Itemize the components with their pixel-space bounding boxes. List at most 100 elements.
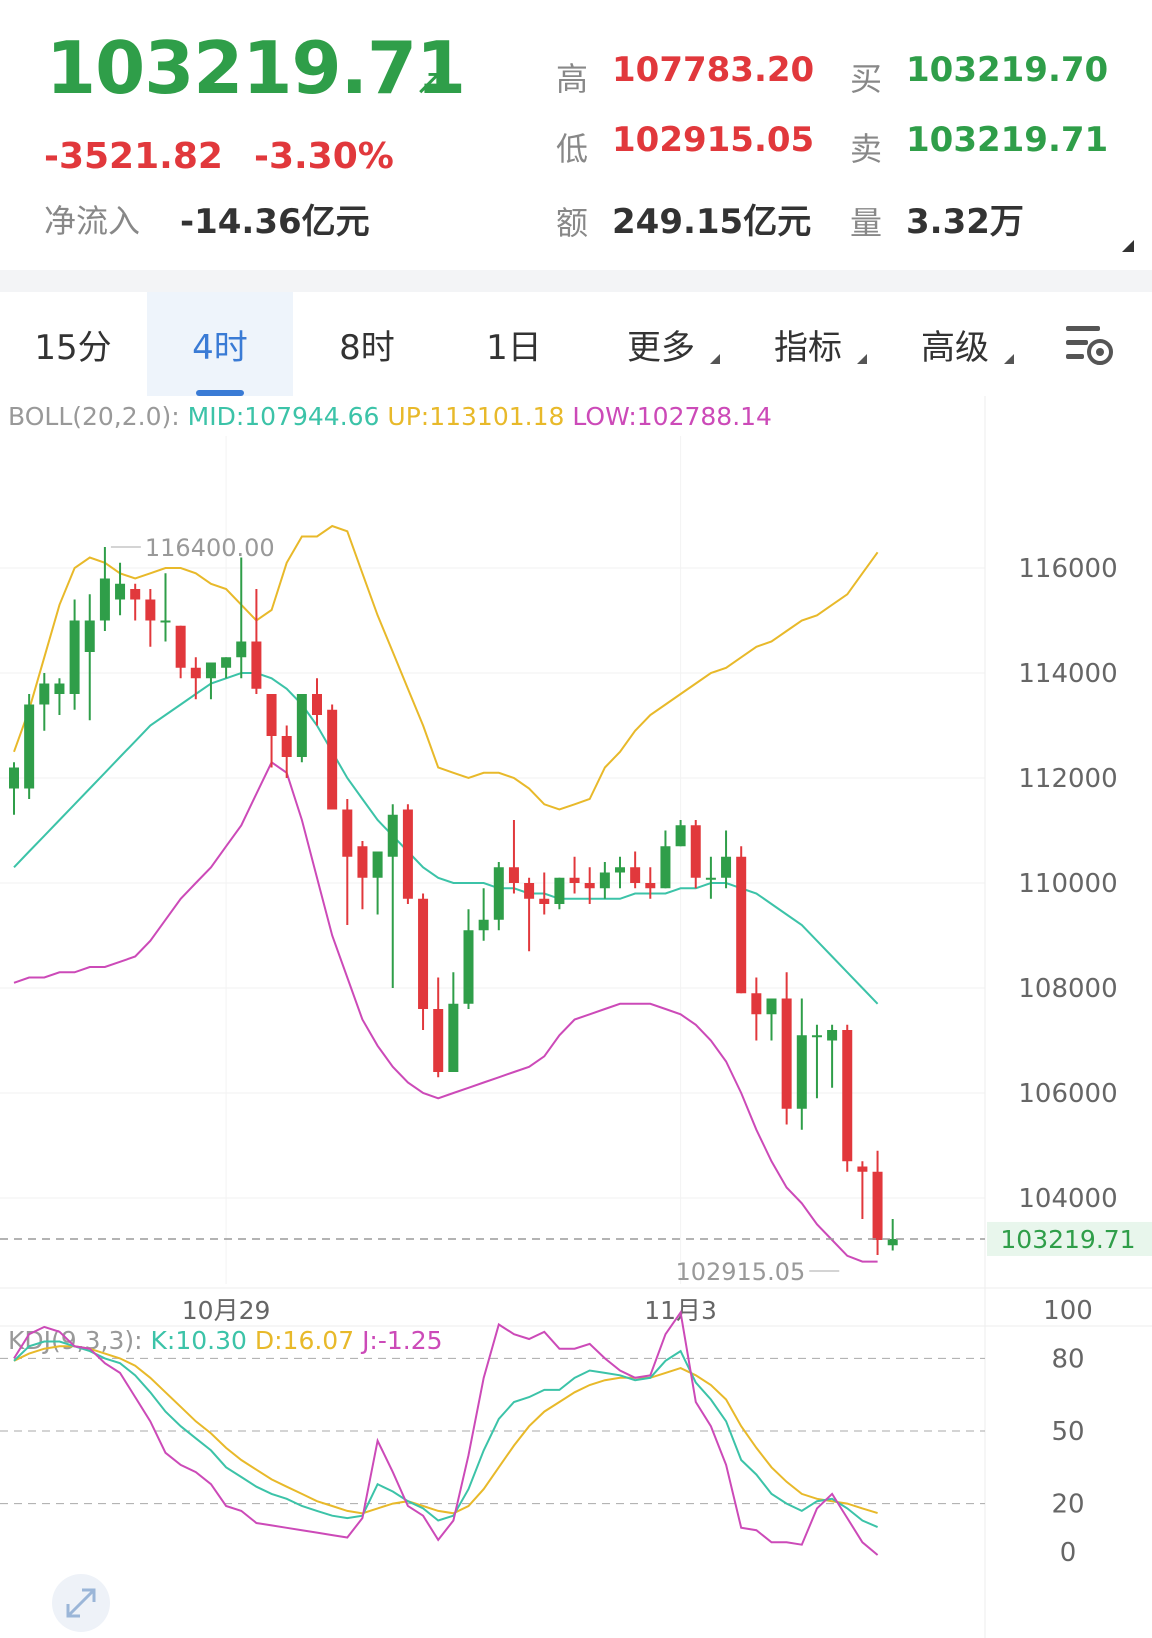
time-axis-label: 11月3	[644, 1296, 717, 1325]
current-price-tag-label: 103219.71	[1000, 1225, 1135, 1254]
boll-mid-line	[13, 672, 879, 1005]
kdj-k-line	[13, 1340, 878, 1529]
stat-label-high: 高	[556, 60, 589, 98]
kdj-legend: KDJ(9,3,3): K:10.30 D:16.07 J:-1.25	[8, 1326, 443, 1355]
expand-quote-icon[interactable]	[1122, 240, 1134, 252]
stat-label-amount: 额	[556, 204, 589, 242]
candle-body	[205, 662, 216, 679]
stat-value-amount: 249.15亿元	[612, 202, 812, 242]
time-axis-label: 10月29	[182, 1296, 271, 1325]
chart-settings-icon[interactable]	[1064, 320, 1116, 368]
candle-body	[584, 883, 595, 889]
tab-8h[interactable]: 8时	[294, 292, 440, 396]
candle-body	[251, 641, 262, 689]
boll-upper-line	[13, 524, 879, 811]
candle-body	[312, 694, 322, 715]
stat-label-volume: 量	[850, 204, 883, 242]
stat-value-ask: 103219.71	[906, 120, 1109, 160]
boll-legend-name: BOLL(20,2.0):	[8, 402, 180, 431]
kdj-j-line	[13, 1309, 879, 1556]
candle-body	[736, 856, 747, 994]
tab-15min[interactable]: 15分	[0, 292, 146, 396]
stat-label-bid: 买	[850, 60, 883, 98]
price-axis-tick-label: 114000	[1018, 659, 1117, 689]
candle-body	[524, 883, 535, 899]
kdj-axis-tick-label: 20	[1051, 1490, 1084, 1520]
price-change-percent: -3.30%	[254, 136, 394, 177]
tab-advanced[interactable]: 高级	[882, 292, 1028, 396]
dropdown-caret-icon	[1004, 354, 1014, 364]
candle-body	[887, 1238, 898, 1246]
stat-value-high: 107783.20	[612, 50, 815, 90]
dropdown-caret-icon	[857, 354, 867, 364]
fullscreen-button[interactable]	[52, 1574, 110, 1632]
candle-body	[599, 872, 610, 889]
candle-body	[296, 694, 307, 757]
stat-label-low: 低	[556, 130, 589, 168]
candle-body	[660, 846, 671, 889]
candle-body	[630, 867, 641, 883]
candle-body	[766, 998, 777, 1015]
kdj-axis-tick-label: 80	[1051, 1344, 1084, 1374]
tab-label: 指标	[774, 327, 842, 368]
candle-body	[448, 1003, 459, 1072]
candle-body	[433, 1009, 444, 1072]
boll-lower-line	[13, 760, 878, 1263]
dropdown-caret-icon	[710, 354, 720, 364]
candle-body	[236, 641, 247, 658]
current-price-tag	[987, 1221, 1152, 1256]
candle-body	[857, 1166, 868, 1172]
kdj-axis-tick-label: 50	[1051, 1417, 1084, 1447]
quote-header: 103219.71 ↗ -3521.82 -3.30% 净流入 -14.36亿元…	[0, 0, 1152, 270]
candle-body	[160, 620, 171, 623]
candle-body	[675, 825, 686, 847]
arrow-up-right-icon: ↗	[414, 62, 445, 103]
candle-body	[493, 867, 504, 920]
candle-body	[781, 998, 792, 1109]
candle-body	[811, 1035, 822, 1038]
net-inflow-value: -14.36亿元	[180, 202, 370, 242]
tab-more[interactable]: 更多	[588, 292, 734, 396]
tab-indicators[interactable]: 指标	[735, 292, 881, 396]
boll-legend-mid: MID:107944.66	[187, 402, 380, 431]
price-axis-tick-label: 106000	[1018, 1079, 1117, 1109]
boll-legend-low: LOW:102788.14	[572, 402, 772, 431]
candle-body	[418, 898, 429, 1009]
candle-body	[175, 625, 186, 668]
active-tab-indicator	[196, 390, 244, 396]
boll-legend-up: UP:113101.18	[387, 402, 565, 431]
candle-body	[145, 599, 156, 621]
candle-body	[690, 825, 701, 878]
tab-label: 15分	[34, 327, 112, 368]
tab-4h[interactable]: 4时	[147, 292, 293, 396]
candle-body	[387, 814, 398, 857]
candle-body	[24, 704, 35, 789]
candle-body	[827, 1030, 838, 1041]
tab-1d[interactable]: 1日	[441, 292, 587, 396]
candle-body	[115, 583, 126, 600]
boll-legend: BOLL(20,2.0): MID:107944.66 UP:113101.18…	[8, 402, 772, 431]
current-price: 103219.71	[46, 26, 466, 110]
kdj-legend-d: D:16.07	[254, 1326, 355, 1355]
candle-body	[84, 620, 95, 652]
candlestick-chart[interactable]: 104000 106000 108000 110000 112000 114000 1160…	[0, 396, 1152, 1638]
candle-body	[9, 767, 19, 789]
candle-body	[54, 683, 65, 694]
candle-body	[721, 856, 732, 878]
net-inflow-label: 净流入	[44, 202, 141, 240]
kdj-legend-name: KDJ(9,3,3):	[8, 1326, 143, 1355]
section-divider	[0, 270, 1152, 292]
tab-label: 1日	[486, 327, 542, 368]
candle-body	[796, 1035, 807, 1109]
kdj-legend-k: K:10.30	[150, 1326, 247, 1355]
price-axis-tick-label: 110000	[1018, 869, 1117, 899]
candle-body	[402, 809, 413, 899]
candle-body	[266, 694, 277, 736]
candle-body	[342, 809, 353, 857]
expand-icon	[66, 1588, 96, 1618]
kdj-axis-tick-label: 0	[1060, 1538, 1077, 1568]
tab-label: 高级	[921, 327, 989, 368]
candle-body	[99, 578, 110, 621]
stat-value-volume: 3.32万	[906, 202, 1024, 242]
candle-body	[327, 709, 338, 810]
